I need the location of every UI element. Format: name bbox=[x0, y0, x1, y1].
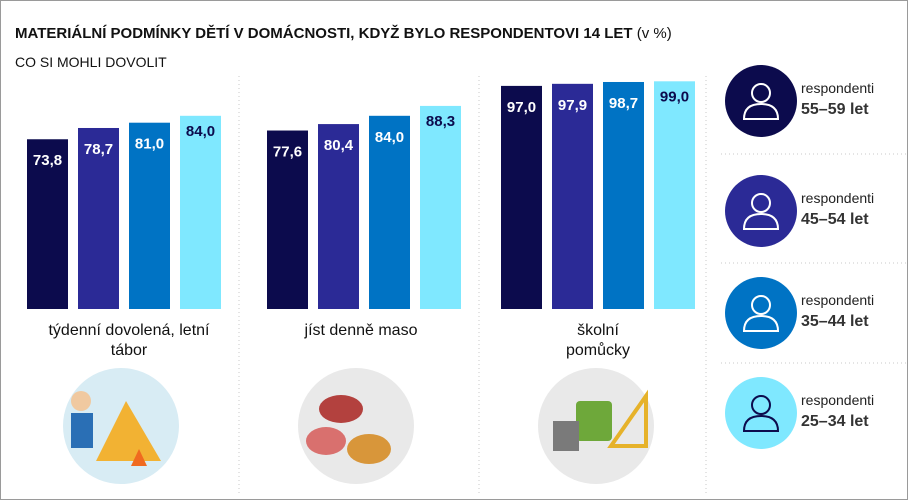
bar bbox=[420, 106, 461, 309]
value-label: 73,8 bbox=[33, 152, 62, 169]
value-label: 97,9 bbox=[558, 97, 587, 114]
value-label: 77,6 bbox=[273, 143, 302, 160]
chicken bbox=[347, 434, 391, 464]
value-label: 99,0 bbox=[660, 88, 689, 105]
legend-name: 55–59 let bbox=[801, 99, 874, 121]
backpack bbox=[576, 401, 612, 441]
bar bbox=[654, 81, 695, 309]
hiker bbox=[71, 391, 91, 411]
chart-title: MATERIÁLNÍ PODMÍNKY DĚTÍ V DOMÁCNOSTI, K… bbox=[15, 25, 672, 42]
value-label: 88,3 bbox=[426, 113, 455, 130]
legend-label: respondenti bbox=[801, 389, 874, 411]
meat bbox=[319, 395, 363, 423]
illustration bbox=[298, 368, 414, 484]
category-label: týdenní dovolená, letní tábor bbox=[44, 321, 214, 361]
value-label: 98,7 bbox=[609, 95, 638, 112]
category-label: školní pomůcky bbox=[553, 321, 643, 361]
bar bbox=[552, 84, 593, 309]
legend-name: 25–34 let bbox=[801, 411, 874, 433]
legend-name: 45–54 let bbox=[801, 209, 874, 231]
calculator bbox=[553, 421, 579, 451]
title-unit: (v %) bbox=[637, 25, 672, 42]
illustrations bbox=[63, 368, 654, 484]
hiker bbox=[71, 413, 93, 448]
legend-label: respondenti bbox=[801, 77, 874, 99]
value-label: 97,0 bbox=[507, 99, 536, 116]
bar bbox=[501, 86, 542, 309]
value-label: 84,0 bbox=[186, 123, 215, 140]
chart: 73,8 78,7 81,0 84,0 77,6 80,4 84,0 88,3 97,0 97,9… bbox=[1, 1, 907, 499]
value-label: 80,4 bbox=[324, 137, 354, 154]
value-label: 84,0 bbox=[375, 129, 404, 146]
legend-name: 35–44 let bbox=[801, 311, 874, 333]
infographic: 73,8 78,7 81,0 84,0 77,6 80,4 84,0 88,3 97,0 97,9… bbox=[0, 0, 908, 500]
value-label: 81,0 bbox=[135, 136, 164, 153]
category-label: jíst denně maso bbox=[301, 321, 421, 341]
bar bbox=[180, 116, 221, 309]
bar bbox=[603, 82, 644, 309]
title-text: MATERIÁLNÍ PODMÍNKY DĚTÍ V DOMÁCNOSTI, K… bbox=[15, 25, 633, 42]
chart-subtitle: CO SI MOHLI DOVOLIT bbox=[15, 54, 167, 70]
ham bbox=[306, 427, 346, 455]
legend-label: respondenti bbox=[801, 289, 874, 311]
value-label: 78,7 bbox=[84, 141, 113, 158]
legend-label: respondenti bbox=[801, 187, 874, 209]
